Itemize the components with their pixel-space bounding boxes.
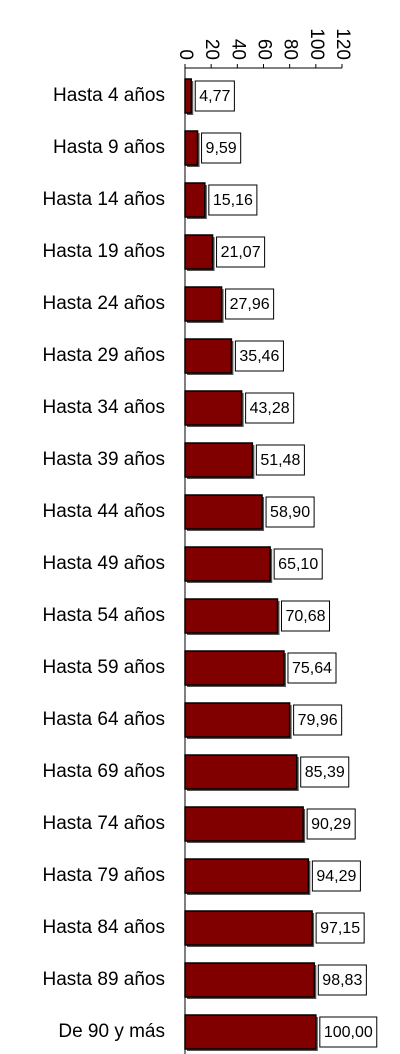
x-tick-label: 20 [201,39,222,60]
bar [184,1014,317,1050]
value-label-box [216,236,266,268]
value-label: 75,64 [292,660,332,677]
bar [184,442,254,478]
value-label-box [208,184,258,216]
x-tick-label: 80 [280,39,301,60]
x-tick-label: 40 [227,39,248,60]
value-label: 100,00 [324,1024,373,1041]
x-tick-label: 0 [175,49,196,60]
y-tick-label: Hasta 24 años [42,293,165,314]
value-label-box [201,132,242,164]
bar [184,702,291,738]
value-label: 94,29 [316,868,356,885]
value-label-box [306,808,356,840]
y-tick-label: Hasta 14 años [42,189,165,210]
bar [184,806,304,842]
bar [184,182,206,218]
bar [184,338,233,374]
value-label-box [317,964,367,996]
bar [184,390,243,426]
bar [184,858,310,894]
value-label: 85,39 [305,764,345,781]
y-tick-label: Hasta 84 años [42,917,165,938]
value-label: 90,29 [311,816,351,833]
y-tick-label: Hasta 59 años [42,657,165,678]
y-tick-label: Hasta 89 años [42,969,165,990]
value-label: 9,59 [206,140,237,157]
value-label-box [234,340,284,372]
value-label: 15,16 [213,192,253,209]
value-label-box [273,548,323,580]
y-tick-label: Hasta 79 años [42,865,165,886]
value-label: 65,10 [278,556,318,573]
value-label: 97,15 [320,920,360,937]
value-label-box [311,860,361,892]
y-tick-label: Hasta 34 años [42,397,165,418]
value-label: 27,96 [230,296,270,313]
value-label: 21,07 [221,244,261,261]
y-tick-label: Hasta 44 años [42,501,165,522]
y-tick-label: Hasta 19 años [42,241,165,262]
y-tick-label: Hasta 74 años [42,813,165,834]
bar [184,494,263,530]
value-label: 58,90 [270,504,310,521]
value-label-box [300,756,350,788]
value-label: 4,77 [199,88,230,105]
value-label-box [287,652,337,684]
value-label-box [293,704,343,736]
value-label: 43,28 [250,400,290,417]
y-tick-label: De 90 y más [58,1021,165,1042]
bar [184,286,223,322]
value-label-box [265,496,315,528]
x-tick-label: 100 [306,28,327,60]
value-label: 51,48 [260,452,300,469]
bar [184,910,313,946]
bar [184,78,192,114]
value-label-box [315,912,365,944]
y-tick-label: Hasta 4 años [53,85,165,106]
value-label: 35,46 [239,348,279,365]
value-label: 70,68 [285,608,325,625]
bar [184,130,199,166]
bar [184,754,298,790]
x-tick-label: 120 [332,28,353,60]
bar [184,598,279,634]
value-label-box [319,1016,378,1048]
y-tick-label: Hasta 29 años [42,345,165,366]
value-label-box [194,80,235,112]
bar [184,962,316,998]
value-label-box [280,600,331,632]
y-tick-label: Hasta 64 años [42,709,165,730]
value-label: 79,96 [298,712,338,729]
y-tick-label: Hasta 49 años [42,553,165,574]
y-tick-label: Hasta 54 años [42,605,165,626]
bar [184,650,285,686]
x-tick-label: 60 [253,39,274,60]
y-tick-label: Hasta 39 años [42,449,165,470]
value-label: 98,83 [322,972,362,989]
value-label-box [225,288,275,320]
value-label-box [255,444,305,476]
y-tick-label: Hasta 69 años [42,761,165,782]
y-tick-label: Hasta 9 años [53,137,165,158]
bar [184,546,271,582]
value-label-box [245,392,295,424]
bar [184,234,214,270]
